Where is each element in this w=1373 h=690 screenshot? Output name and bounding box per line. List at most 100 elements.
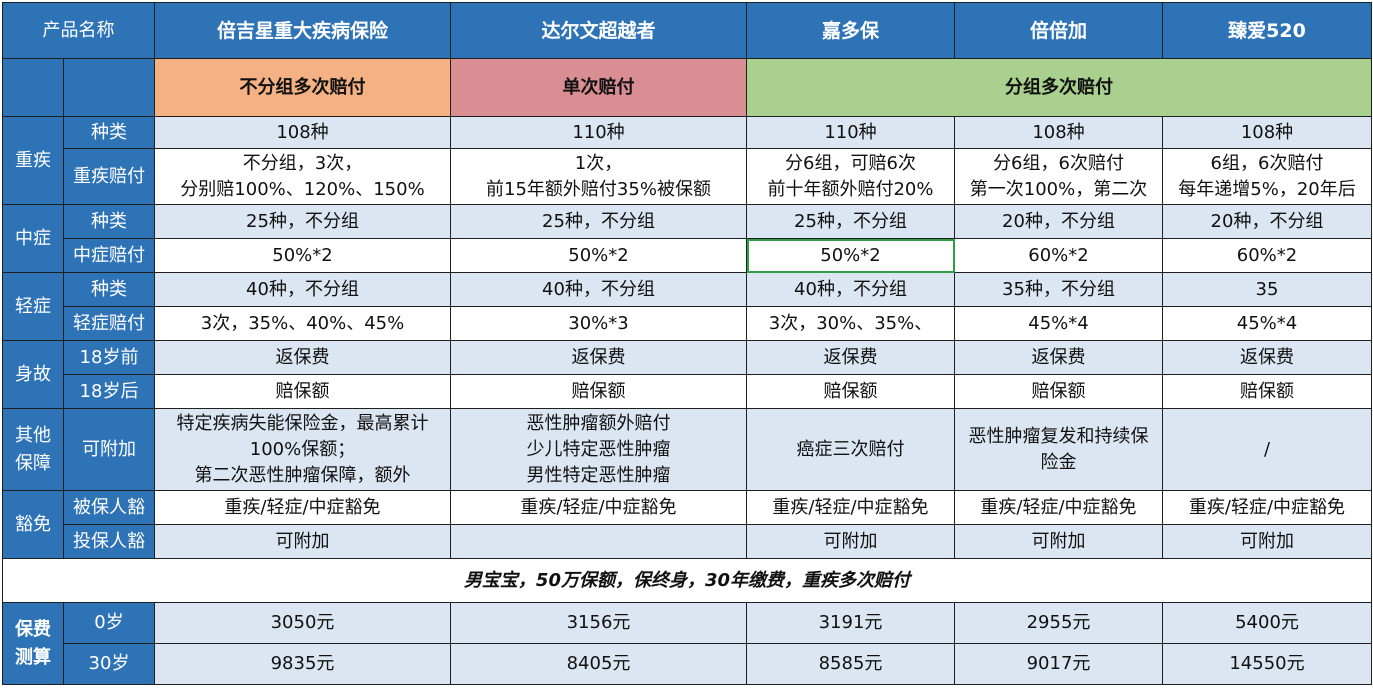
insured-waiver-cell: 重疾/轻症/中症豁免: [1162, 490, 1372, 525]
moderate-pay-cell[interactable]: 60%*2: [954, 238, 1163, 273]
holder-waiver-cell: 可附加: [1162, 524, 1372, 559]
premium-age0-cell: 5400元: [1162, 602, 1372, 644]
mild-kinds-row: 轻症 种类 40种，不分组 40种，不分组 40种，不分组 35种，不分组 35: [2, 272, 1372, 341]
category-premium-text: 保费测算: [15, 618, 51, 668]
cell-line: 分别赔100%、120%、150%: [180, 178, 425, 200]
critical-pay-cell: 6组，6次赔付每年递增5%，20年后: [1162, 148, 1372, 205]
cell-line: 前15年额外赔付35%被保额: [486, 178, 711, 200]
cell-line: 特定疾病失能保险金，最高累计: [176, 412, 429, 434]
death-after18-cell: 赔保额: [450, 374, 747, 409]
mild-kinds-cell: 40种，不分组: [450, 272, 747, 307]
cell-line: 恶性肿瘤复发和持续保: [968, 425, 1149, 447]
critical-kinds-row: 重疾 种类 108种 110种 110种 108种 108种: [2, 116, 1372, 205]
header-row: 产品名称 倍吉星重大疾病保险 达尔文超越者 嘉多保 倍倍加 臻爱520: [2, 2, 1372, 59]
addon-cell: 恶性肿瘤复发和持续保 险金: [954, 408, 1163, 491]
mild-kinds-cell: 35种，不分组: [954, 272, 1163, 307]
mild-kinds-cell: 35: [1162, 272, 1372, 307]
cell-line: 前十年额外赔付20%: [767, 178, 934, 200]
cell-line: 分6组，6次赔付: [993, 152, 1124, 174]
group-row-blank-2: [63, 58, 155, 117]
critical-kinds-cell: 110种: [450, 116, 747, 149]
critical-kinds-cell: 108种: [1162, 116, 1372, 149]
death-before18-row: 身故 18岁前 返保费 返保费 返保费 返保费 返保费: [2, 340, 1372, 409]
label-critical-pay: 重疾赔付: [63, 148, 155, 205]
category-critical: 重疾: [2, 116, 64, 205]
mild-pay-row: 轻症赔付 3次，35%、40%、45% 30%*3 3次，30%、35%、 45…: [3, 306, 1372, 341]
label-before18: 18岁前: [63, 340, 155, 375]
holder-waiver-row: 投保人豁 可附加 可附加 可附加 可附加: [3, 524, 1372, 559]
note-row: 男宝宝，50万保额，保终身，30年缴费，重疾多次赔付: [2, 558, 1372, 603]
label-critical-kinds: 种类: [63, 116, 155, 149]
premium-age0-cell: 3156元: [450, 602, 747, 644]
product-header-5: 臻爱520: [1162, 2, 1372, 59]
addon-cell: 特定疾病失能保险金，最高累计 100%保额； 第二次恶性肿瘤保障，额外: [154, 408, 451, 491]
premium-age0-cell: 3191元: [746, 602, 955, 644]
moderate-pay-cell[interactable]: 50%*2: [450, 238, 747, 273]
moderate-pay-cell-selected[interactable]: 50%*2: [746, 238, 955, 273]
holder-waiver-cell: 可附加: [954, 524, 1163, 559]
mild-pay-cell: 3次，30%、35%、: [746, 306, 955, 341]
addon-cell: /: [1162, 408, 1372, 491]
moderate-pay-cell[interactable]: 50%*2: [154, 238, 451, 273]
scenario-note: 男宝宝，50万保额，保终身，30年缴费，重疾多次赔付: [2, 558, 1372, 603]
product-header-1: 倍吉星重大疾病保险: [154, 2, 451, 59]
cell-line: 不分组，3次，: [242, 152, 363, 174]
group-no-group-multi: 不分组多次赔付: [154, 58, 451, 117]
cell-line: 癌症三次赔付: [796, 438, 905, 460]
label-age30: 30岁: [63, 643, 155, 685]
death-after18-row: 18岁后 赔保额 赔保额 赔保额 赔保额 赔保额: [3, 374, 1372, 409]
premium-age30-cell: 8585元: [746, 643, 955, 685]
premium-age30-cell: 9835元: [154, 643, 451, 685]
group-row: 不分组多次赔付 单次赔付 分组多次赔付: [2, 58, 1372, 117]
death-before18-cell: 返保费: [954, 340, 1163, 375]
moderate-pay-cell[interactable]: 60%*2: [1162, 238, 1372, 273]
moderate-kinds-cell: 25种，不分组: [746, 204, 955, 239]
label-moderate-kinds: 种类: [63, 204, 155, 239]
cell-line: 1次，: [574, 152, 623, 174]
label-mild-kinds: 种类: [63, 272, 155, 307]
insured-waiver-row: 豁免 被保人豁 重疾/轻症/中症豁免 重疾/轻症/中症豁免 重疾/轻症/中症豁免…: [2, 490, 1372, 559]
moderate-kinds-cell: 25种，不分组: [450, 204, 747, 239]
moderate-kinds-row: 中症 种类 25种，不分组 25种，不分组 25种，不分组 20种，不分组 20…: [2, 204, 1372, 273]
category-death: 身故: [2, 340, 64, 409]
premium-age0-cell: 2955元: [954, 602, 1163, 644]
moderate-pay-row: 中症赔付 50%*2 50%*2 50%*2 60%*2 60%*2: [3, 238, 1372, 273]
label-holder-waiver: 投保人豁: [63, 524, 155, 559]
holder-waiver-cell: 可附加: [746, 524, 955, 559]
label-age0: 0岁: [63, 602, 155, 644]
insured-waiver-cell: 重疾/轻症/中症豁免: [154, 490, 451, 525]
premium-age30-cell: 9017元: [954, 643, 1163, 685]
category-moderate: 中症: [2, 204, 64, 273]
category-premium: 保费测算: [2, 602, 64, 685]
death-after18-cell: 赔保额: [154, 374, 451, 409]
addon-cell: 癌症三次赔付: [746, 408, 955, 491]
insured-waiver-cell: 重疾/轻症/中症豁免: [746, 490, 955, 525]
cell-line: 每年递增5%，20年后: [1178, 178, 1356, 200]
critical-kinds-cell: 108种: [954, 116, 1163, 149]
label-after18: 18岁后: [63, 374, 155, 409]
label-addon: 可附加: [63, 408, 155, 491]
death-after18-cell: 赔保额: [954, 374, 1163, 409]
death-after18-cell: 赔保额: [1162, 374, 1372, 409]
mild-pay-cell: 3次，35%、40%、45%: [154, 306, 451, 341]
group-row-blank-1: [2, 58, 64, 117]
cell-line: 100%保额；: [249, 438, 356, 460]
moderate-kinds-cell: 20种，不分组: [954, 204, 1163, 239]
label-mild-pay: 轻症赔付: [63, 306, 155, 341]
moderate-kinds-cell: 20种，不分组: [1162, 204, 1372, 239]
cell-line: 险金: [1040, 451, 1077, 473]
product-header-3: 嘉多保: [746, 2, 955, 59]
category-other-text: 其他保障: [15, 424, 51, 474]
death-before18-cell: 返保费: [154, 340, 451, 375]
cell-line: 6组，6次赔付: [1210, 152, 1324, 174]
label-insured-waiver: 被保人豁: [63, 490, 155, 525]
group-group-multi: 分组多次赔付: [746, 58, 1372, 117]
moderate-kinds-cell: 25种，不分组: [154, 204, 451, 239]
premium-age0-row: 保费测算 0岁 3050元 3156元 3191元 2955元 5400元: [2, 602, 1372, 685]
product-header-4: 倍倍加: [954, 2, 1163, 59]
label-moderate-pay: 中症赔付: [63, 238, 155, 273]
mild-kinds-cell: 40种，不分组: [746, 272, 955, 307]
death-before18-cell: 返保费: [1162, 340, 1372, 375]
cell-line: 男性特定恶性肿瘤: [526, 464, 671, 486]
